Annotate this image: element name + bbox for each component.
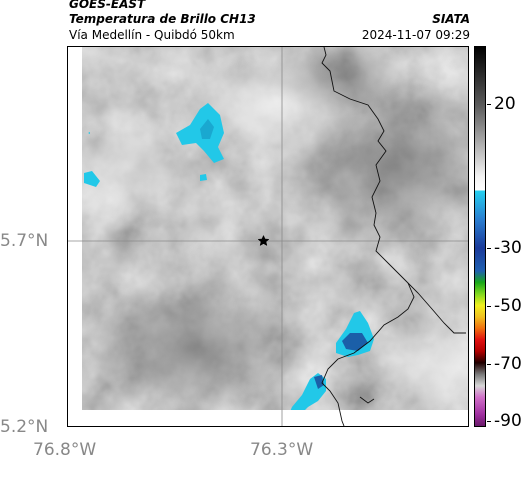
colorbar-tick bbox=[487, 103, 491, 105]
department-borders bbox=[321, 47, 466, 426]
satellite-title: GOES-EAST bbox=[69, 0, 146, 11]
org-label: SIATA bbox=[432, 12, 470, 26]
colorbar-tick bbox=[487, 421, 491, 423]
colorbar-label: -50 bbox=[494, 295, 522, 316]
product-title: Temperatura de Brillo CH13 bbox=[69, 12, 256, 26]
graticule bbox=[68, 47, 468, 426]
timestamp-label: 2024-11-07 09:29 bbox=[361, 28, 470, 42]
brightness-temperature-field bbox=[68, 47, 468, 422]
map-canvas bbox=[68, 47, 468, 426]
colorbar-tick bbox=[487, 363, 491, 365]
route-subtitle: Vía Medellín - Quibdó 50km bbox=[69, 28, 235, 42]
city-marker[interactable] bbox=[257, 234, 270, 246]
colorbar-label: -70 bbox=[494, 353, 522, 374]
star-icon[interactable] bbox=[257, 234, 270, 246]
satellite-map[interactable] bbox=[67, 46, 469, 427]
lon-label-76-8: 76.8°W bbox=[33, 440, 97, 460]
lon-label-76-3: 76.3°W bbox=[250, 440, 314, 460]
lat-label-5-2: 5.2°N bbox=[0, 417, 49, 437]
colorbar-tick bbox=[487, 248, 491, 250]
colorbar-label: -30 bbox=[494, 238, 522, 259]
colorbar-label: -90 bbox=[494, 411, 522, 432]
colorbar-tick bbox=[487, 305, 491, 307]
lat-label-5-7: 5.7°N bbox=[0, 231, 49, 251]
colorbar-label: 20 bbox=[494, 93, 516, 114]
colorbar bbox=[474, 46, 486, 427]
